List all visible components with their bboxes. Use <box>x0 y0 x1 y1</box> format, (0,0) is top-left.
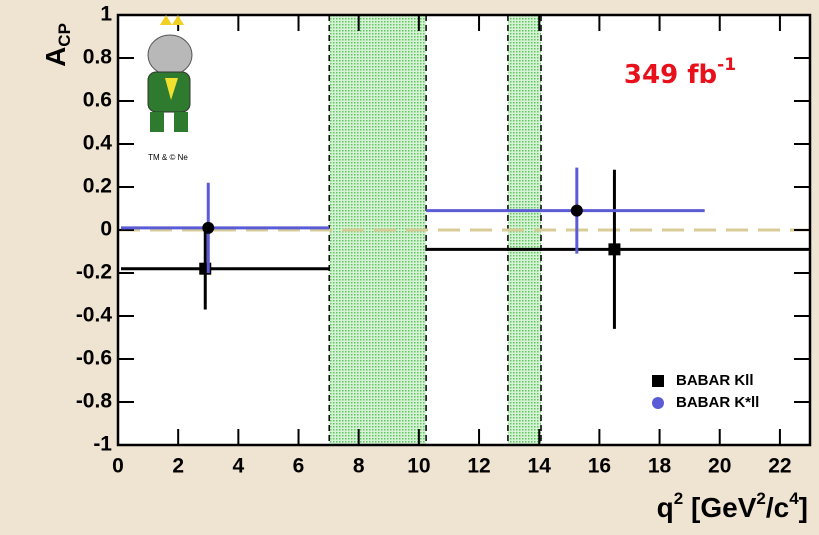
y-tick-label: 0 <box>100 218 112 241</box>
x-label-part: [GeV <box>683 492 756 523</box>
x-tick-label: 6 <box>293 455 305 478</box>
y-tick-label: 0.4 <box>83 132 113 155</box>
y-label-sub: CP <box>55 23 74 47</box>
x-tick-label: 14 <box>528 455 552 478</box>
x-label-sup: 2 <box>756 489 765 508</box>
x-tick-label: 18 <box>648 455 672 478</box>
x-tick-label: 22 <box>768 455 791 478</box>
y-tick-label: 1 <box>100 3 112 26</box>
legend-marker <box>652 375 664 387</box>
x-tick-label: 10 <box>407 455 430 478</box>
annotation-text: 349 fb <box>624 60 717 90</box>
x-tick-label: 0 <box>112 455 124 478</box>
y-tick-label: -0.6 <box>76 347 112 370</box>
x-tick-label: 12 <box>467 455 490 478</box>
x-tick-label: 8 <box>353 455 365 478</box>
y-tick-label: -1 <box>93 433 112 456</box>
y-tick-label: 0.6 <box>83 89 112 112</box>
point <box>571 205 583 217</box>
x-axis-label: q2 [GeV2/c4] <box>657 489 808 523</box>
chart: TM & © Ne 349 fb-1 ACP q2 [GeV2/c4] -1-0… <box>0 0 819 535</box>
x-tick-label: 20 <box>708 455 731 478</box>
x-tick-label: 4 <box>233 455 245 478</box>
point <box>608 243 620 255</box>
x-label-sup: 2 <box>674 489 683 508</box>
y-tick-label: -0.4 <box>76 304 113 327</box>
point <box>202 222 214 234</box>
x-tick-label: 2 <box>172 455 184 478</box>
legend-label: BABAR Kll <box>676 372 754 389</box>
y-label-main: A <box>40 47 71 67</box>
annotation-sup: -1 <box>717 55 736 75</box>
logo-text: TM & © Ne <box>148 153 188 162</box>
x-label-part: ] <box>799 492 808 523</box>
x-label-part: /c <box>766 492 789 523</box>
page: {"chart_data": {"type": "errorbar", "y_l… <box>0 0 819 535</box>
y-tick-label: 0.8 <box>83 46 113 69</box>
y-tick-label: 0.2 <box>83 175 112 198</box>
y-tick-label: -0.8 <box>76 390 113 413</box>
x-tick-label: 16 <box>588 455 611 478</box>
y-axis-label: ACP <box>40 23 74 67</box>
x-label-part: q <box>657 492 674 523</box>
y-tick-label: -0.2 <box>76 261 112 284</box>
legend-marker <box>652 397 664 409</box>
legend-label: BABAR K*ll <box>676 394 759 411</box>
